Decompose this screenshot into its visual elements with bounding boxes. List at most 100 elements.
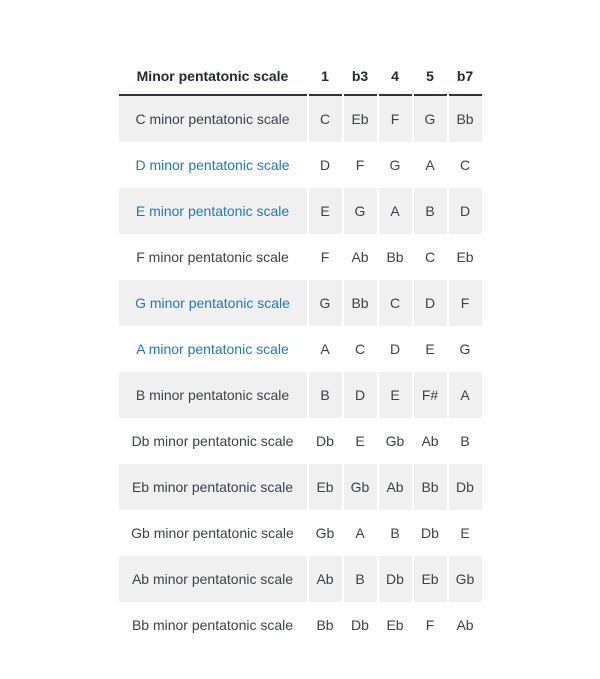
table-row: Db minor pentatonic scale Db E Gb Ab B [119,418,482,464]
header-degree-5: 5 [413,58,447,96]
note-cell: C [378,280,412,326]
table-row: Eb minor pentatonic scale Eb Gb Ab Bb Db [118,464,482,510]
scale-name-cell: Bb minor pentatonic scale [119,602,307,648]
scale-label: Ab minor pentatonic scale [131,571,294,587]
scale-name-cell: Eb minor pentatonic scale [118,464,307,510]
scale-name-cell: F minor pentatonic scale [119,234,307,280]
scale-name-cell: A minor pentatonic scale [119,326,307,372]
scale-link[interactable]: A minor pentatonic scale [136,341,289,357]
note-cell: Ab [456,617,474,633]
note-cell: F [355,157,365,173]
note-cell: Db [378,556,412,602]
header-scale-column: Minor pentatonic scale [118,58,307,96]
table-row: Gb minor pentatonic scale Gb A B Db E [119,510,482,556]
note-cell: Gb [448,556,482,602]
note-cell: F [425,617,435,633]
note-cell: A [425,157,435,173]
table-row: D minor pentatonic scale D F G A C [119,142,482,188]
scale-label: Db minor pentatonic scale [131,433,294,449]
table-row: Ab minor pentatonic scale Ab B Db Eb Gb [118,556,482,602]
note-cell: D [413,280,447,326]
table-header: Minor pentatonic scale 1 b3 4 5 b7 [118,58,482,96]
header-row: Minor pentatonic scale 1 b3 4 5 b7 [118,58,482,96]
note-cell: Ab [308,556,342,602]
scale-name-cell: Ab minor pentatonic scale [118,556,307,602]
note-cell: F [378,96,412,142]
table-row: B minor pentatonic scale B D E F# A [118,372,482,418]
scales-table-body: C minor pentatonic scale C Eb F G Bb D minor p… [118,96,482,648]
note-cell: B [308,372,342,418]
note-cell: Db [316,433,334,449]
note-cell: Bb [386,249,404,265]
scale-name-cell: D minor pentatonic scale [119,142,307,188]
note-cell: Ab [378,464,412,510]
scale-name-cell: Db minor pentatonic scale [119,418,307,464]
note-cell: A [378,188,412,234]
note-cell: G [343,188,377,234]
note-cell: E [378,372,412,418]
scale-link[interactable]: G minor pentatonic scale [135,295,290,311]
note-cell: E [308,188,342,234]
note-cell: D [319,157,331,173]
header-degree-b7: b7 [448,58,482,96]
note-cell: G [459,341,471,357]
note-cell: Bb [316,617,334,633]
note-cell: Db [448,464,482,510]
note-cell: Ab [351,249,369,265]
note-cell: C [424,249,436,265]
scale-link[interactable]: D minor pentatonic scale [135,157,290,173]
note-cell: Gb [385,433,405,449]
note-cell: B [390,525,400,541]
table-row: E minor pentatonic scale E G A B D [118,188,482,234]
note-cell: F [448,280,482,326]
note-cell: A [355,525,365,541]
note-cell: C [459,157,471,173]
scale-label: Gb minor pentatonic scale [131,525,294,541]
note-cell: Db [421,525,439,541]
note-cell: A [320,341,330,357]
note-cell: Eb [343,96,377,142]
note-cell: Ab [421,433,439,449]
scale-name-cell: Gb minor pentatonic scale [119,510,307,556]
table-row: G minor pentatonic scale G Bb C D F [118,280,482,326]
note-cell: G [308,280,342,326]
note-cell: B [413,188,447,234]
scale-link[interactable]: E minor pentatonic scale [135,203,290,219]
note-cell: D [448,188,482,234]
note-cell: A [448,372,482,418]
note-cell: C [308,96,342,142]
header-degree-b3: b3 [343,58,377,96]
note-cell: Db [351,617,369,633]
scale-label: F minor pentatonic scale [136,249,289,265]
table-row: C minor pentatonic scale C Eb F G Bb [118,96,482,142]
note-cell: E [355,433,365,449]
scale-label: C minor pentatonic scale [135,111,290,127]
note-cell: Eb [386,617,404,633]
scale-label: B minor pentatonic scale [135,387,290,403]
table-row: F minor pentatonic scale F Ab Bb C Eb [119,234,482,280]
minor-pentatonic-scales-table: Minor pentatonic scale 1 b3 4 5 b7 C min… [117,58,484,648]
note-cell: D [389,341,401,357]
note-cell: G [413,96,447,142]
note-cell: B [460,433,470,449]
scale-label: Bb minor pentatonic scale [131,617,294,633]
note-cell: F# [413,372,447,418]
note-cell: F [320,249,330,265]
note-cell: Bb [343,280,377,326]
note-cell: Eb [413,556,447,602]
note-cell: G [389,157,401,173]
note-cell: D [343,372,377,418]
table-row: A minor pentatonic scale A C D E G [119,326,482,372]
note-cell: Gb [343,464,377,510]
note-cell: Bb [413,464,447,510]
note-cell: Eb [456,249,474,265]
scale-label: Eb minor pentatonic scale [131,479,294,495]
header-degree-4: 4 [378,58,412,96]
note-cell: E [460,525,470,541]
note-cell: E [425,341,435,357]
note-cell: C [354,341,366,357]
scale-name-cell: E minor pentatonic scale [118,188,307,234]
scale-name-cell: G minor pentatonic scale [118,280,307,326]
note-cell: Gb [315,525,335,541]
note-cell: B [343,556,377,602]
